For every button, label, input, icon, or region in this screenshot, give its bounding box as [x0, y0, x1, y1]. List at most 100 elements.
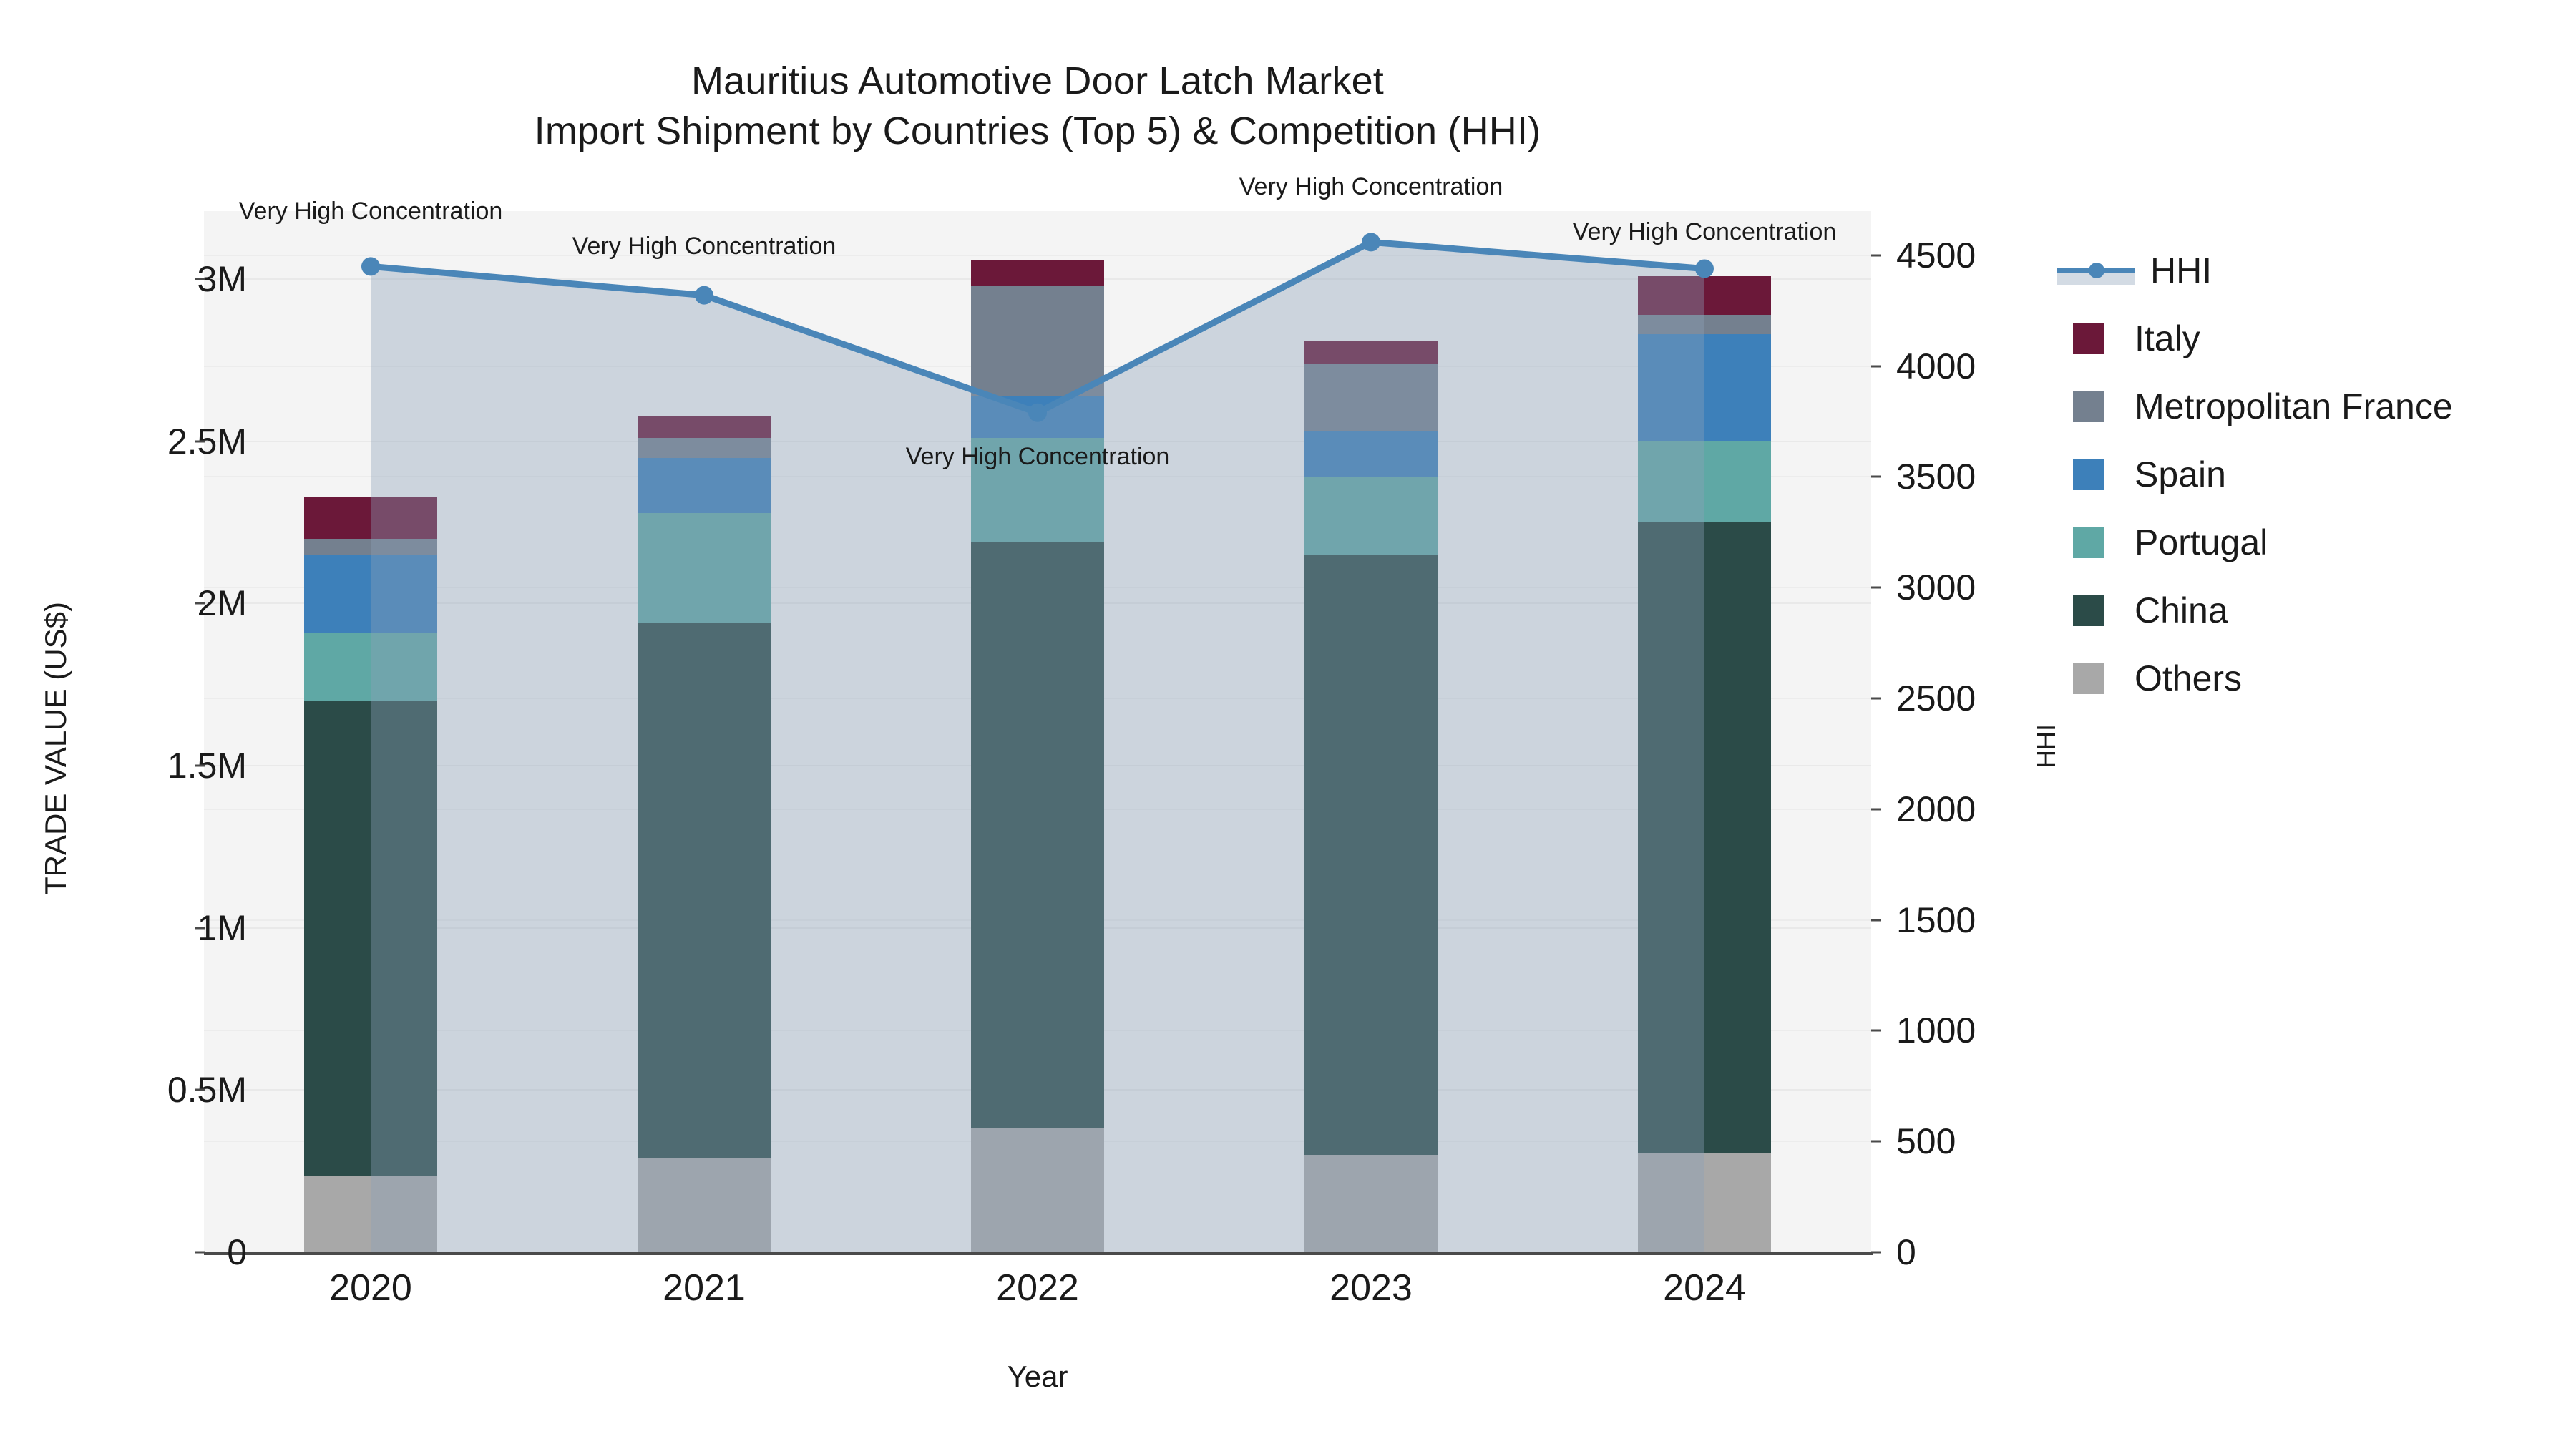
bar-segment[interactable] — [1304, 1155, 1438, 1252]
bar-segment[interactable] — [971, 396, 1104, 439]
y-axis-right-tick-mark — [1871, 586, 1881, 589]
legend-item-label: Italy — [2135, 318, 2200, 358]
x-axis-line — [204, 1252, 1873, 1255]
y-axis-left-tick-mark — [195, 1088, 205, 1091]
y-axis-right-tick-label: 3500 — [1896, 457, 1976, 497]
legend-color-swatch — [2073, 322, 2104, 354]
bar-segment[interactable] — [304, 538, 437, 555]
y-axis-left-tick-label: 0.5M — [167, 1070, 247, 1111]
bar-segment[interactable] — [1638, 315, 1771, 335]
legend-line-key — [2057, 255, 2135, 286]
y-axis-right-tick-label: 0 — [1896, 1232, 1916, 1272]
bar-segment[interactable] — [638, 512, 771, 623]
plot-area — [204, 211, 1871, 1252]
y-axis-right-tick-label: 4000 — [1896, 346, 1976, 386]
y-axis-left-tick-label: 3M — [197, 259, 247, 300]
bar-segment[interactable] — [1638, 334, 1771, 441]
bar-stack[interactable] — [1638, 211, 1771, 1252]
legend-item[interactable]: Spain — [2057, 440, 2558, 508]
y-axis-right-tick-mark — [1871, 365, 1881, 368]
bar-segment[interactable] — [1638, 522, 1771, 1153]
y-axis-left-tick-label: 2.5M — [167, 421, 247, 462]
point-annotation: Very High Concentration — [905, 442, 1170, 470]
y-axis-left-tick-mark — [195, 602, 205, 605]
legend-item[interactable]: Metropolitan France — [2057, 372, 2558, 440]
legend-color-swatch — [2073, 594, 2104, 626]
legend-marker-dot — [2089, 262, 2104, 278]
x-axis-tick-label: 2020 — [329, 1267, 412, 1309]
y-axis-right-tick-label: 3000 — [1896, 567, 1976, 608]
y-axis-left-tick-mark — [195, 278, 205, 280]
bar-segment[interactable] — [971, 542, 1104, 1128]
point-annotation: Very High Concentration — [1239, 173, 1503, 201]
y-axis-right-tick-mark — [1871, 475, 1881, 478]
y-axis-right-tick-label: 2000 — [1896, 789, 1976, 829]
y-axis-right-tick-mark — [1871, 808, 1881, 811]
bar-segment[interactable] — [638, 1158, 771, 1252]
y-axis-right-tick-mark — [1871, 919, 1881, 922]
bar-segment[interactable] — [1638, 1153, 1771, 1252]
bar-segment[interactable] — [1638, 441, 1771, 523]
bar-segment[interactable] — [971, 260, 1104, 286]
y-axis-right-tick-label: 2500 — [1896, 678, 1976, 719]
bar-stack[interactable] — [971, 211, 1104, 1252]
chart-title-line-2: Import Shipment by Countries (Top 5) & C… — [534, 109, 1541, 153]
legend-item[interactable]: Portugal — [2057, 508, 2558, 576]
legend-item-label: Portugal — [2135, 522, 2268, 562]
bar-segment[interactable] — [971, 438, 1104, 542]
legend-color-swatch — [2073, 458, 2104, 490]
bar-segment[interactable] — [304, 701, 437, 1176]
point-annotation: Very High Concentration — [572, 232, 836, 260]
bar-segment[interactable] — [638, 623, 771, 1158]
y-axis-left-tick-mark — [195, 927, 205, 930]
legend-item-label: Metropolitan France — [2135, 386, 2453, 426]
y-axis-left-tick-label: 2M — [197, 583, 247, 624]
y-axis-left-tick-label: 1.5M — [167, 746, 247, 786]
x-axis-tick-label: 2022 — [996, 1267, 1079, 1309]
bar-segment[interactable] — [638, 415, 771, 439]
legend-item-label: Spain — [2135, 454, 2226, 494]
bar-segment[interactable] — [1304, 341, 1438, 364]
bar-segment[interactable] — [304, 555, 437, 633]
legend-color-swatch — [2073, 390, 2104, 422]
point-annotation: Very High Concentration — [1572, 218, 1837, 246]
bar-segment[interactable] — [1638, 275, 1771, 316]
bar-stack[interactable] — [638, 211, 771, 1252]
y-axis-right-tick-label: 1000 — [1896, 1010, 1976, 1051]
bar-segment[interactable] — [304, 1176, 437, 1252]
legend-item[interactable]: HHI — [2057, 236, 2558, 304]
y-axis-right-tick-mark — [1871, 1029, 1881, 1032]
bar-segment[interactable] — [1304, 477, 1438, 555]
x-axis-title: Year — [1007, 1360, 1068, 1393]
y-axis-right-tick-label: 4500 — [1896, 235, 1976, 275]
legend-item-label: Others — [2135, 658, 2243, 698]
bar-segment[interactable] — [304, 633, 437, 701]
plot-inner — [204, 211, 1871, 1252]
bar-segment[interactable] — [971, 286, 1104, 396]
bar-stack[interactable] — [1304, 211, 1438, 1252]
bar-stack[interactable] — [304, 211, 437, 1252]
bar-segment[interactable] — [1304, 431, 1438, 477]
legend-item[interactable]: Others — [2057, 644, 2558, 712]
legend-color-swatch — [2073, 526, 2104, 558]
y-axis-right-tick-mark — [1871, 1140, 1881, 1143]
y-axis-right-tick-mark — [1871, 697, 1881, 700]
y-axis-right-tick-label: 1500 — [1896, 899, 1976, 940]
bar-segment[interactable] — [304, 496, 437, 539]
legend-item-label: China — [2135, 590, 2228, 630]
bar-segment[interactable] — [638, 438, 771, 458]
legend-item[interactable]: China — [2057, 576, 2558, 644]
y-axis-right-tick-mark — [1871, 254, 1881, 257]
bar-segment[interactable] — [1304, 364, 1438, 432]
bar-segment[interactable] — [971, 1127, 1104, 1252]
bar-segment[interactable] — [638, 457, 771, 513]
bar-segment[interactable] — [1304, 555, 1438, 1156]
legend-item[interactable]: Italy — [2057, 304, 2558, 372]
y-axis-left-tick-mark — [195, 764, 205, 767]
x-axis-tick-label: 2021 — [663, 1267, 746, 1309]
y-axis-left-title: TRADE VALUE (US$) — [39, 602, 72, 895]
x-axis-tick-label: 2023 — [1330, 1267, 1413, 1309]
y-axis-left-tick-mark — [195, 1251, 205, 1254]
point-annotation: Very High Concentration — [238, 197, 503, 225]
